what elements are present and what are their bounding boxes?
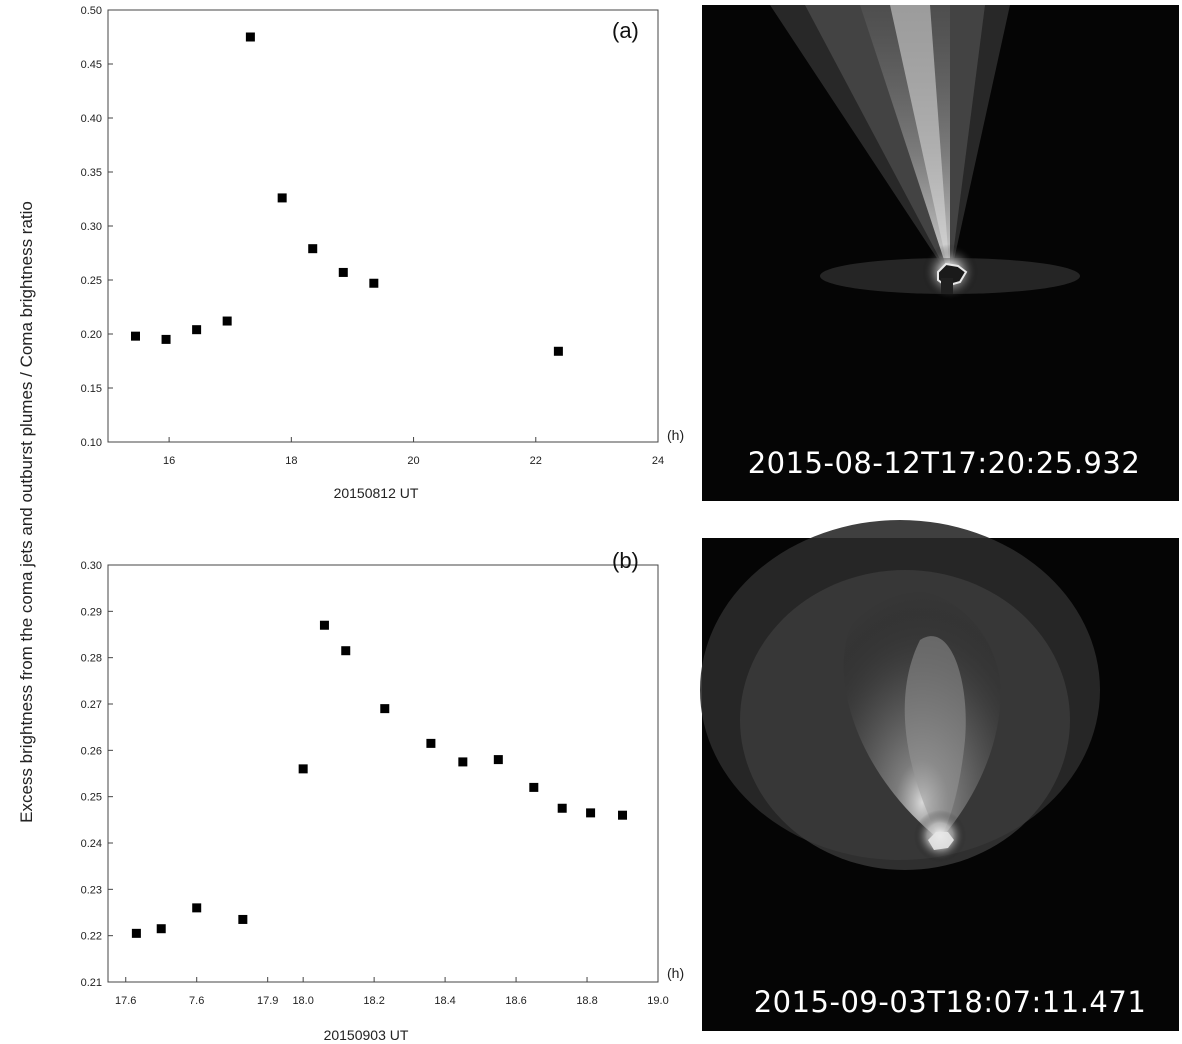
data-point [131,928,141,938]
x-axis-title-b: 20150903 UT [324,1027,409,1043]
y-tick-label: 0.25 [81,275,102,287]
data-points-a [131,32,563,356]
data-point [222,316,232,326]
y-tick-label: 0.20 [81,329,102,341]
image-timestamp-a: 2015-08-12T17:20:25.932 [748,446,1141,480]
x-tick-label: 19.0 [647,995,668,1007]
x-ticks-a: 16 18 20 22 24 [163,437,664,467]
y-tick-label: 0.26 [81,745,102,757]
data-point [458,757,468,767]
comet-image-a: 2015-08-12T17:20:25.932 [702,5,1179,501]
x-tick-label: 20 [407,455,419,467]
x-tick-label: 18.2 [363,995,384,1007]
data-point [192,903,202,913]
x-axis-title-a: 20150812 UT [334,485,419,501]
y-axis-title: Excess brightness from the coma jets and… [17,201,36,823]
data-point [161,334,171,344]
data-point [277,193,287,203]
x-tick-label: 18.4 [434,995,455,1007]
chart-a: 0.100.150.200.250.300.350.400.450.50 16 1… [81,5,685,501]
data-point [245,32,255,42]
x-tick-label: 17.6 [115,995,136,1007]
data-point [426,738,436,748]
y-tick-label: 0.10 [81,437,102,449]
x-tick-label: 18.0 [292,995,313,1007]
data-point [586,808,596,818]
data-point [319,620,329,630]
x-unit-a: (h) [667,427,684,443]
y-tick-label: 0.15 [81,383,102,395]
x-tick-label: 17.9 [257,995,278,1007]
y-tick-label: 0.50 [81,5,102,17]
data-point [553,346,563,356]
data-point [156,924,166,934]
y-tick-label: 0.22 [81,931,102,943]
data-point [380,704,390,714]
x-tick-label: 22 [530,455,542,467]
x-ticks-b: 17.6 7.6 17.9 18.0 18.2 18.4 18.6 18.8 19.0 [115,977,669,1007]
y-tick-label: 0.25 [81,792,102,804]
plot-frame-a [107,9,659,443]
x-tick-label: 24 [652,455,664,467]
y-tick-label: 0.45 [81,59,102,71]
data-point [192,325,202,335]
data-point [493,755,503,765]
data-point [238,914,248,924]
y-ticks-b: 0.21 0.22 0.23 0.24 0.25 0.26 0.27 0.28 0.29 0.30 [81,560,113,989]
data-point [529,782,539,792]
x-tick-label: 18.8 [576,995,597,1007]
y-tick-label: 0.23 [81,884,102,896]
image-timestamp-b: 2015-09-03T18:07:11.471 [754,985,1147,1019]
x-tick-label: 16 [163,455,175,467]
x-tick-label: 18 [285,455,297,467]
y-tick-label: 0.24 [81,838,102,850]
data-point [338,267,348,277]
data-point [131,331,140,341]
data-points-b [131,620,628,938]
y-tick-label: 0.30 [81,221,102,233]
plot-frame-b [107,564,659,983]
x-unit-b: (h) [667,965,684,981]
y-tick-label: 0.21 [81,977,102,989]
y-ticks-a: 0.10 0.15 0.20 0.25 0.30 0.35 0.40 0.45 0.50 [81,5,113,449]
comet-image-b: 2015-09-03T18:07:11.471 [700,520,1179,1031]
chart-b: 0.21 0.22 0.23 0.24 0.25 0.26 0.27 0.28 0.29 0.30… [81,548,685,1043]
y-tick-label: 0.40 [81,113,102,125]
y-tick-label: 0.29 [81,606,102,618]
y-tick-label: 0.35 [81,167,102,179]
y-tick-label: 0.30 [81,560,102,572]
data-point [369,278,379,288]
x-tick-label: 18.6 [505,995,526,1007]
data-point [308,244,318,254]
data-point [341,646,351,656]
panel-tag-a: (a) [612,18,639,43]
panel-tag-b: (b) [612,548,639,573]
data-point [298,764,308,774]
y-tick-label: 0.28 [81,653,102,665]
x-tick-label: 7.6 [189,995,204,1007]
data-point [618,810,628,820]
data-point [557,803,567,813]
y-tick-label: 0.27 [81,699,102,711]
